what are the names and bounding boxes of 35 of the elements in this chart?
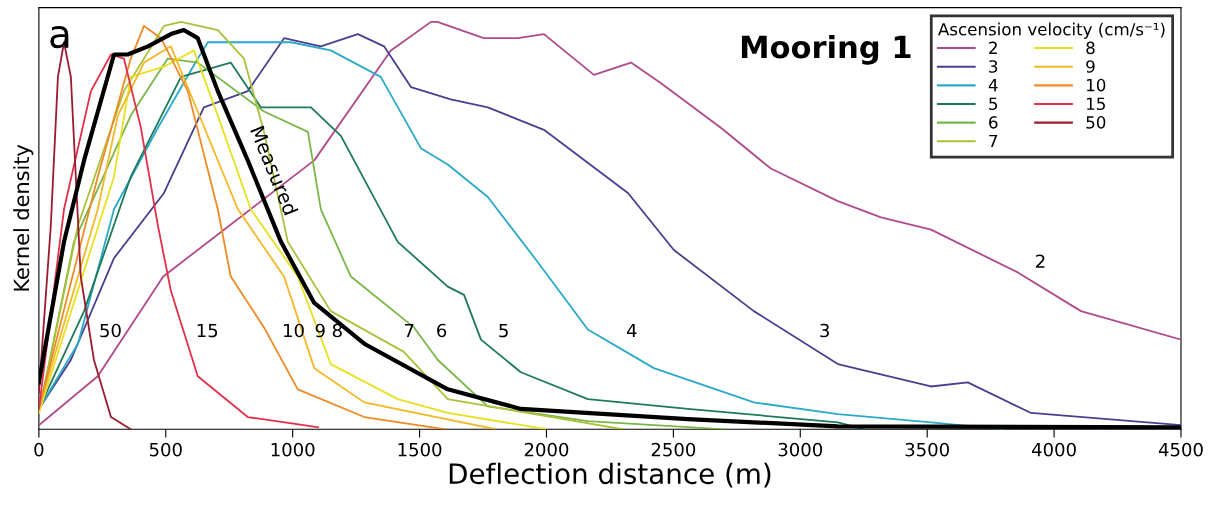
text: 50 [100, 323, 121, 338]
legend-label: 9 [1086, 60, 1095, 73]
legend-label: 7 [989, 134, 998, 148]
text: 4 [626, 323, 637, 338]
legend-label: 15 [1087, 97, 1105, 111]
x-tick-label: 500 [149, 442, 182, 457]
text: 2 [1036, 254, 1045, 268]
x-tick-label: 4500 [1158, 442, 1203, 457]
legend-label: 50 [1086, 116, 1106, 129]
x-tick-label: 3500 [905, 442, 949, 457]
text: 3 [820, 323, 829, 338]
x-tick-label: 2000 [524, 442, 569, 457]
legend-label: 6 [989, 116, 998, 129]
y-axis-title: Kernel density [13, 144, 34, 291]
text: 15 [197, 323, 218, 338]
legend-label: 4 [988, 79, 998, 92]
legend-label: 5 [989, 97, 998, 111]
legend-label: 2 [989, 41, 997, 54]
text: 6 [437, 323, 447, 338]
chart-title: Mooring 1 [741, 34, 911, 65]
legend-label: 10 [1087, 78, 1106, 92]
legend-label: 3 [989, 60, 998, 73]
annotation: a [50, 25, 69, 49]
text: 7 [404, 323, 414, 338]
x-tick-label: 2500 [651, 442, 696, 457]
legend-title: Ascension velocity (cm/s⁻¹) [938, 22, 1165, 39]
x-tick-label: 0 [34, 442, 44, 457]
x-tick-label: 3000 [778, 442, 823, 457]
x-axis-title: Deflection distance (m) [449, 462, 771, 488]
text: 5 [499, 323, 508, 338]
text: 8 [332, 323, 342, 338]
x-tick-label: 4000 [1031, 442, 1076, 457]
legend-label: 8 [1086, 41, 1095, 55]
x-tick-label: 1500 [398, 442, 442, 457]
x-tick-label: 1000 [271, 442, 315, 457]
